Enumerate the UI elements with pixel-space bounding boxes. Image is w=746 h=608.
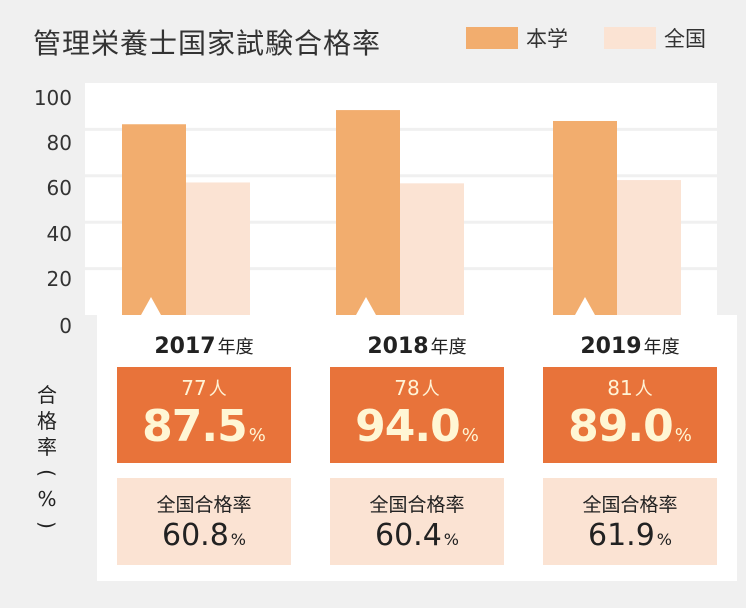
year-label: 2019 — [580, 334, 642, 359]
national-pass-rate-unit: % — [656, 530, 672, 549]
legend-item-school: 本学 — [466, 22, 568, 54]
national-pass-rate: 60.8% — [117, 518, 291, 553]
y-tick-label: 100 — [34, 86, 72, 110]
student-count: 78 人 — [330, 375, 504, 401]
student-count-unit: 人 — [634, 379, 653, 400]
panel-pointer — [356, 297, 376, 315]
national-rate-label: 全国合格率 — [369, 494, 465, 516]
y-axis-label-char: % — [37, 487, 57, 511]
bar-school-2019 — [553, 120, 617, 315]
y-axis-label-char: 合 — [37, 383, 57, 407]
panel-pointer — [141, 297, 161, 315]
national-result-box: 全国合格率 60.8% — [117, 478, 291, 565]
national-pass-rate: 61.9% — [543, 518, 717, 553]
student-count: 77 人 — [117, 375, 291, 401]
chart-title: 管理栄養士国家試験合格率 — [33, 27, 382, 60]
legend-item-national: 全国 — [604, 22, 706, 54]
y-axis-label-char: ( — [35, 469, 59, 477]
y-axis-label: 合 格 率 ( % ) — [34, 382, 60, 538]
national-rate-label: 全国合格率 — [582, 494, 678, 516]
legend-swatch-school — [466, 27, 518, 49]
bar-national-2018 — [400, 183, 464, 315]
school-pass-rate-value: 89.0 — [568, 401, 674, 452]
y-tick-label: 40 — [47, 222, 72, 246]
national-pass-rate-value: 60.8 — [162, 518, 229, 553]
national-result-box: 全国合格率 60.4% — [330, 478, 504, 565]
bars-layer — [122, 110, 681, 315]
school-result-box: 77 人 87.5% — [117, 367, 291, 463]
bar-national-2017 — [186, 182, 250, 315]
year-heading: 2019 年度 — [523, 333, 737, 359]
y-axis-label-char: 率 — [37, 435, 57, 459]
y-tick-label: 80 — [47, 131, 72, 155]
student-count-value: 78 — [394, 376, 420, 400]
bar-school-2018 — [336, 110, 400, 315]
year-suffix: 年度 — [217, 337, 254, 358]
y-axis-ticks: 100 80 60 40 20 0 — [34, 86, 72, 338]
national-pass-rate-value: 60.4 — [375, 518, 442, 553]
national-pass-rate-unit: % — [443, 530, 459, 549]
y-tick-label: 60 — [47, 176, 72, 200]
school-pass-rate: 94.0% — [330, 401, 504, 452]
bar-national-2019 — [617, 180, 681, 315]
student-count-unit: 人 — [208, 379, 227, 400]
national-result-box: 全国合格率 61.9% — [543, 478, 717, 565]
national-pass-rate-value: 61.9 — [588, 518, 655, 553]
school-pass-rate-value: 94.0 — [355, 401, 461, 452]
year-panel-2019: 2019 年度 81 人 89.0% 全国合格率 61.9% — [523, 297, 737, 581]
y-tick-label: 0 — [59, 314, 72, 338]
school-pass-rate-unit: % — [248, 425, 266, 446]
school-pass-rate-unit: % — [674, 425, 692, 446]
bar-school-2017 — [122, 124, 186, 315]
year-suffix: 年度 — [643, 337, 680, 358]
year-suffix: 年度 — [430, 337, 467, 358]
year-heading: 2018 年度 — [310, 333, 524, 359]
legend-label-school: 本学 — [526, 27, 568, 51]
student-count-unit: 人 — [421, 379, 440, 400]
y-axis-label-char: 格 — [37, 409, 57, 433]
year-panel-2018: 2018 年度 78 人 94.0% 全国合格率 60.4% — [310, 297, 524, 581]
year-label: 2017 — [154, 334, 216, 359]
y-axis-label-char: ) — [35, 521, 59, 529]
panel-pointer — [575, 297, 595, 315]
national-pass-rate-unit: % — [230, 530, 246, 549]
national-pass-rate: 60.4% — [330, 518, 504, 553]
national-rate-label: 全国合格率 — [156, 494, 252, 516]
year-panel-2017: 2017 年度 77 人 87.5% 全国合格率 60.8% — [97, 297, 311, 581]
school-result-box: 81 人 89.0% — [543, 367, 717, 463]
school-pass-rate: 89.0% — [543, 401, 717, 452]
year-heading: 2017 年度 — [97, 333, 311, 359]
school-result-box: 78 人 94.0% — [330, 367, 504, 463]
school-pass-rate-value: 87.5 — [142, 401, 248, 452]
legend-swatch-national — [604, 27, 656, 49]
school-pass-rate: 87.5% — [117, 401, 291, 452]
year-label: 2018 — [367, 334, 429, 359]
student-count: 81 人 — [543, 375, 717, 401]
student-count-value: 81 — [607, 376, 633, 400]
legend-label-national: 全国 — [664, 27, 706, 51]
student-count-value: 77 — [181, 376, 207, 400]
y-tick-label: 20 — [47, 267, 72, 291]
school-pass-rate-unit: % — [461, 425, 479, 446]
